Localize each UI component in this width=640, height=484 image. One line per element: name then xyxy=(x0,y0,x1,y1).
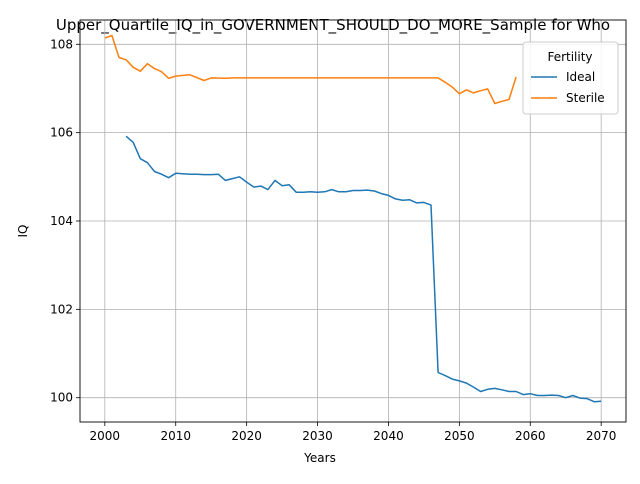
x-axis-ticks: 2000 2010 2020 2030 2040 2050 2060 2070 xyxy=(90,422,617,443)
legend-title: Fertility xyxy=(547,50,592,64)
x-tick-label: 2030 xyxy=(302,429,333,443)
x-tick-label: 2010 xyxy=(160,429,191,443)
x-axis-label: Years xyxy=(303,451,336,465)
x-tick-label: 2040 xyxy=(373,429,404,443)
y-tick-label: 106 xyxy=(50,126,73,140)
y-tick-label: 100 xyxy=(50,391,73,405)
x-tick-label: 2020 xyxy=(231,429,262,443)
series-line-sterile xyxy=(105,36,516,104)
x-tick-label: 2000 xyxy=(90,429,121,443)
legend-label-ideal: Ideal xyxy=(566,70,595,84)
x-tick-label: 2050 xyxy=(444,429,475,443)
legend-label-sterile: Sterile xyxy=(566,91,605,105)
x-tick-label: 2060 xyxy=(515,429,546,443)
y-tick-label: 108 xyxy=(50,37,73,51)
y-axis-label: IQ xyxy=(16,225,30,238)
y-tick-label: 104 xyxy=(50,214,73,228)
y-tick-label: 102 xyxy=(50,302,73,316)
chart-title: Upper_Quartile_IQ_in_GOVERNMENT_SHOULD_D… xyxy=(56,16,610,35)
legend: Fertility Ideal Sterile xyxy=(523,42,618,114)
y-axis-ticks: 100 102 104 106 108 xyxy=(50,37,80,404)
x-tick-label: 2070 xyxy=(586,429,617,443)
